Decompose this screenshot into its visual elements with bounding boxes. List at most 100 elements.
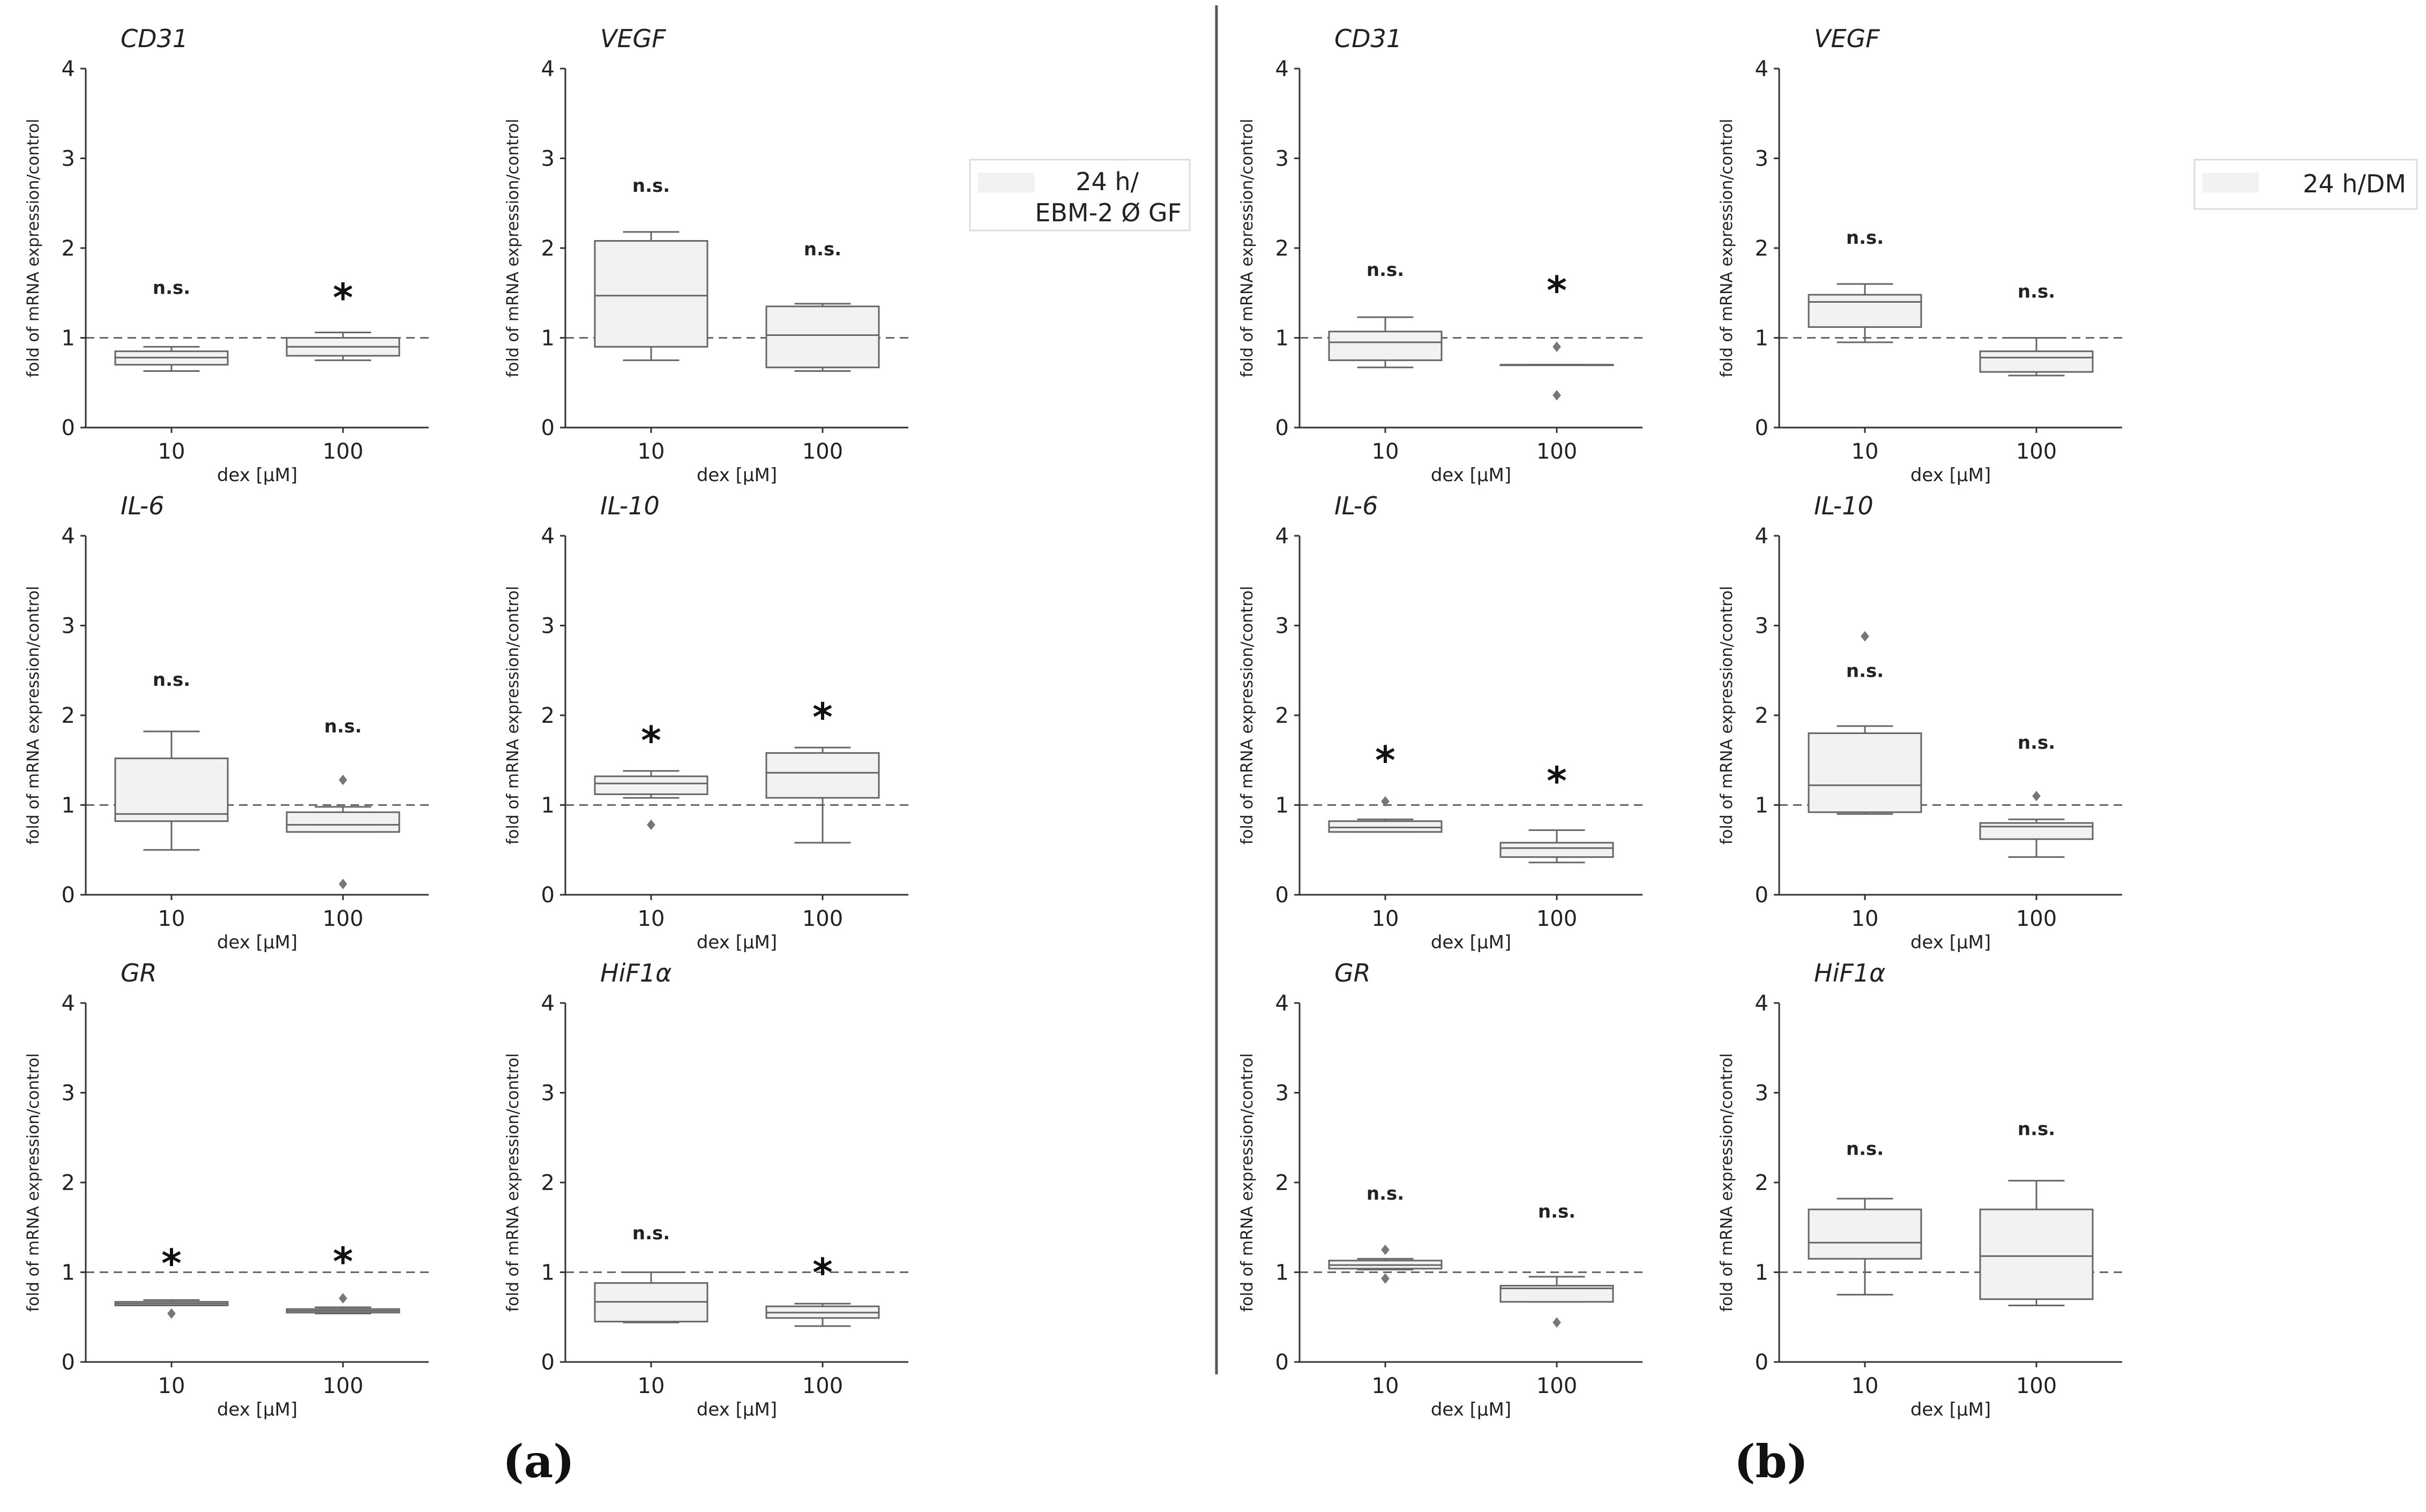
chart-b-il10-title: IL-10 [1814, 491, 1873, 520]
chart-b-il6-xlabel: dex [µM] [1431, 932, 1511, 953]
chart-b-vegf-group-10-box [1808, 294, 1922, 328]
chart-b-gr-ylabel: fold of mRNA expression/control [1238, 1053, 1257, 1312]
chart-a-hif1-ytick-label: 1 [541, 1261, 555, 1285]
chart-a-il10-group-10: * 10 [594, 718, 708, 931]
chart-a-il6-group-10: n.s. 10 [114, 669, 229, 931]
chart-a-hif1-ylabel: fold of mRNA expression/control [504, 1053, 522, 1312]
chart-b-il10: IL-10 0 1 2 3 4 fold of mRNA expression/contro… [1718, 491, 2122, 953]
chart-b-vegf-group-10: n.s. 10 [1808, 227, 1922, 464]
chart-b-hif1-title: HiF1α [1814, 959, 1885, 987]
chart-a-vegf: VEGF 0 1 2 3 4 fold of mRNA expression/control… [504, 24, 908, 486]
chart-b-cd31-group-10-box [1328, 331, 1443, 361]
chart-a-il6-group-100-box [286, 811, 400, 833]
chart-a-cd31-ytick-label: 2 [62, 236, 75, 261]
chart-b-vegf-group-10-xtick-label: 10 [1852, 439, 1879, 464]
chart-b-il6-group-10-xtick-label: 10 [1372, 907, 1399, 931]
chart-a-cd31-group-10-xtick-label: 10 [158, 439, 185, 464]
chart-a-il10-title: IL-10 [600, 491, 660, 520]
chart-b-gr-group-10: n.s. 10 [1328, 1183, 1443, 1398]
chart-b-vegf-ytick-label: 4 [1755, 57, 1768, 81]
chart-b-il6: IL-6 0 1 2 3 4 fold of mRNA expression/control… [1238, 491, 1643, 953]
chart-a-il10-ytick-label: 0 [541, 883, 555, 908]
chart-b-cd31-group-100-significance-star: * [1547, 268, 1567, 313]
chart-a-cd31-title: CD31 [121, 24, 188, 53]
chart-a-il6-group-100-flier [339, 879, 347, 889]
chart-a-cd31: CD31 0 1 2 3 4 fold of mRNA expression/control… [24, 24, 429, 486]
chart-a-il10-group-100-significance-star: * [812, 695, 833, 740]
chart-b-cd31-group-10-significance-ns: n.s. [1367, 259, 1404, 281]
chart-a-cd31-group-10: n.s. 10 [114, 278, 229, 464]
chart-a-gr-xlabel: dex [µM] [217, 1399, 297, 1420]
chart-b-il10-group-100-box [1979, 822, 2094, 840]
chart-a-cd31-ytick-label: 0 [62, 416, 75, 440]
chart-b-cd31-ytick-label: 0 [1275, 416, 1289, 440]
chart-a-vegf-ytick-label: 4 [541, 57, 555, 81]
chart-a-hif1-group-100-significance-star: * [812, 1250, 833, 1295]
chart-b-cd31-group-100-flier [1552, 390, 1561, 401]
chart-a-il6-group-100: n.s. 100 [286, 716, 400, 931]
chart-b-gr-group-10-flier [1381, 1273, 1390, 1284]
chart-b-hif1-group-100: n.s. 100 [1979, 1119, 2094, 1398]
chart-a-gr: GR 0 1 2 3 4 fold of mRNA expression/control * 1… [24, 959, 429, 1420]
chart-a-vegf-group-10: n.s. 10 [594, 175, 708, 464]
chart-a-il10-xlabel: dex [µM] [697, 932, 777, 953]
chart-a-il10-group-100: * 100 [765, 695, 880, 931]
chart-a-vegf-group-100-box [765, 305, 880, 369]
chart-b-hif1-group-100-significance-ns: n.s. [2018, 1119, 2055, 1140]
chart-b-vegf-ytick-label: 3 [1755, 147, 1768, 171]
chart-b-il10-group-100-xtick-label: 100 [2016, 907, 2057, 931]
legend-a: 24 h/ EBM-2 Ø GF [969, 159, 1191, 231]
legend-a-line2: EBM-2 Ø GF [1035, 198, 1182, 227]
chart-a-il10-group-100-box [765, 752, 880, 799]
chart-b-hif1-ytick-label: 4 [1755, 991, 1768, 1016]
chart-a-gr-ytick-label: 2 [62, 1171, 75, 1195]
chart-a-gr-title: GR [121, 959, 157, 987]
chart-a-gr-group-10-xtick-label: 10 [158, 1374, 185, 1398]
chart-a-il6-ylabel: fold of mRNA expression/control [24, 586, 43, 845]
chart-b-gr-ytick-label: 2 [1275, 1171, 1289, 1195]
chart-a-vegf-group-100-xtick-label: 100 [802, 439, 843, 464]
legend-a-swatch [977, 173, 1035, 193]
chart-a-cd31-group-10-significance-ns: n.s. [153, 278, 190, 299]
chart-a-vegf-title: VEGF [600, 24, 666, 53]
legend-b-swatch [2202, 173, 2259, 193]
chart-a-cd31-ytick-label: 1 [62, 326, 75, 351]
chart-a-vegf-group-100-significance-ns: n.s. [804, 239, 841, 260]
chart-b-hif1-group-100-box [1979, 1208, 2094, 1300]
chart-a-il6: IL-6 0 1 2 3 4 fold of mRNA expression/control… [24, 491, 429, 953]
chart-a-il6-group-100-significance-ns: n.s. [324, 716, 362, 737]
chart-a-il6-ytick-label: 0 [62, 883, 75, 908]
chart-b-gr-xlabel: dex [µM] [1431, 1399, 1511, 1420]
chart-b-il10-group-10-box [1808, 732, 1922, 813]
chart-a-hif1: HiF1α 0 1 2 3 4 fold of mRNA expression/contro… [504, 959, 908, 1420]
chart-b-il6-group-100-significance-star: * [1547, 759, 1567, 804]
chart-b-il10-ylabel: fold of mRNA expression/control [1718, 586, 1736, 845]
chart-b-il6-title: IL-6 [1334, 491, 1378, 520]
chart-a-vegf-xlabel: dex [µM] [697, 465, 777, 486]
chart-a-vegf-group-10-significance-ns: n.s. [632, 175, 670, 197]
chart-a-hif1-title: HiF1α [600, 959, 671, 987]
chart-b-cd31-group-100: * 100 [1499, 268, 1614, 464]
chart-b-il10-group-10-significance-ns: n.s. [1846, 660, 1884, 682]
chart-a-il10-ytick-label: 3 [541, 614, 555, 639]
legend-a-frame [969, 159, 1191, 231]
chart-a-il10-ylabel: fold of mRNA expression/control [504, 586, 522, 845]
chart-b-hif1: HiF1α 0 1 2 3 4 fold of mRNA expression/contro… [1718, 959, 2122, 1420]
chart-a-hif1-xlabel: dex [µM] [697, 1399, 777, 1420]
chart-b-gr-ytick-label: 3 [1275, 1081, 1289, 1106]
chart-a-vegf-ylabel: fold of mRNA expression/control [504, 119, 522, 378]
legend-b: 24 h/DM [2193, 159, 2418, 210]
chart-b-vegf-ytick-label: 2 [1755, 236, 1768, 261]
chart-b-cd31-ytick-label: 4 [1275, 57, 1289, 81]
chart-b-hif1-ytick-label: 1 [1755, 1261, 1768, 1285]
chart-a-cd31-group-100-significance-star: * [333, 275, 353, 320]
chart-a-hif1-group-10-xtick-label: 10 [638, 1374, 665, 1398]
chart-b-il10-group-10-flier [1861, 631, 1869, 642]
chart-a-il10-group-10-significance-star: * [641, 718, 661, 763]
chart-a-hif1-group-10-significance-ns: n.s. [632, 1223, 670, 1244]
chart-a-gr-ytick-label: 3 [62, 1081, 75, 1106]
chart-a-gr-ylabel: fold of mRNA expression/control [24, 1053, 43, 1312]
chart-a-gr-group-10: * 10 [114, 1241, 229, 1398]
chart-a-vegf-group-10-box [594, 240, 708, 348]
